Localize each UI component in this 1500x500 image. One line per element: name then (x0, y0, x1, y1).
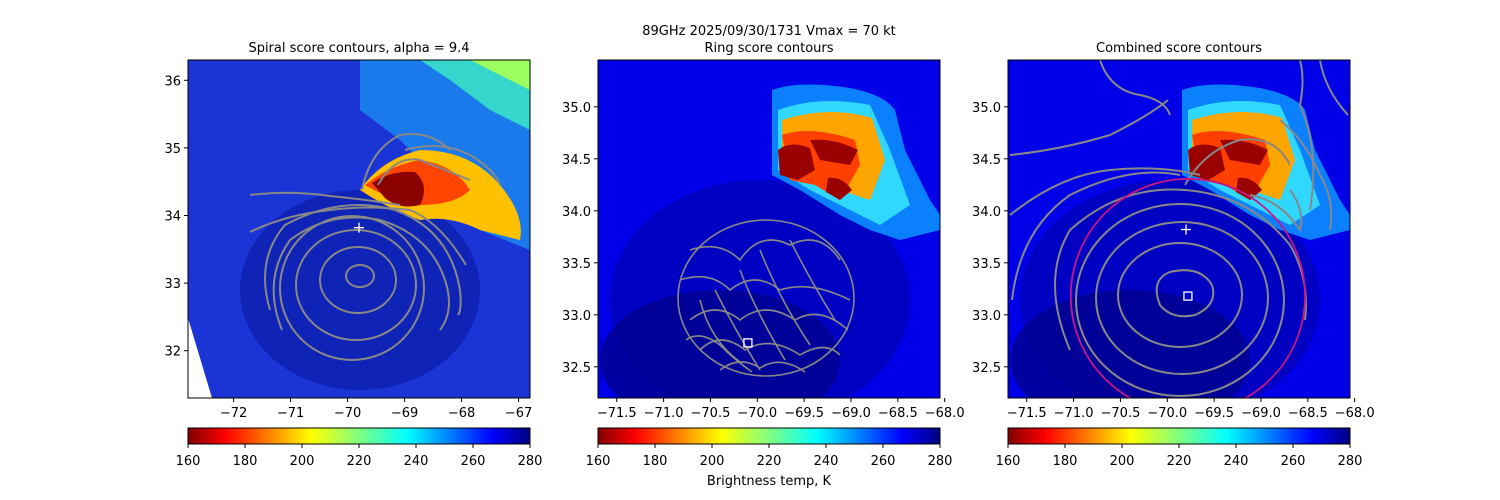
colorbar-tick-label: 240 (814, 454, 839, 469)
x-tick-label: −69.0 (831, 406, 871, 421)
x-tick-label: −71.5 (1007, 406, 1047, 421)
panel-combined-title: Combined score contours (1096, 41, 1262, 56)
x-tick-label: −71.0 (1054, 406, 1094, 421)
y-tick-label: 32.5 (562, 361, 591, 376)
x-tick-label: −68.0 (925, 406, 965, 421)
x-tick-label: −71.5 (597, 406, 637, 421)
colorbar-tick-label: 220 (347, 454, 372, 469)
x-tick-label: −69.5 (784, 406, 824, 421)
x-tick-label: −69 (391, 406, 418, 421)
y-tick-label: 33.5 (562, 257, 591, 272)
panel-combined-ring (1069, 178, 1306, 398)
panel-combined-plus-marker (1181, 224, 1192, 235)
colorbar-tick-label: 160 (586, 454, 611, 469)
figure-suptitle: 89GHz 2025/09/30/1731 Vmax = 70 kt (642, 24, 896, 39)
colorbar-tick-label: 220 (1167, 454, 1192, 469)
colorbar-tick-label: 260 (461, 454, 486, 469)
panel-ring-axes (597, 59, 941, 399)
colorbar-tick-label: 200 (290, 454, 315, 469)
colorbar-label: Brightness temp, K (707, 474, 832, 489)
colorbar-tick-label: 280 (1338, 454, 1363, 469)
y-tick-label: 33.5 (972, 257, 1001, 272)
panel-spiral-ticks: −72 −71 −70 −69 −68 −67 32 33 34 35 36 (164, 74, 532, 421)
y-tick-label: 32.5 (972, 361, 1001, 376)
colorbar-tick-label: 260 (871, 454, 896, 469)
panel-spiral-axes (187, 59, 531, 399)
x-tick-label: −68.5 (878, 406, 918, 421)
y-tick-label: 32 (164, 345, 181, 360)
y-tick-label: 34.0 (972, 205, 1001, 220)
colorbar-tick-label: 240 (1224, 454, 1249, 469)
panel-spiral-title: Spiral score contours, alpha = 9.4 (248, 41, 469, 56)
y-tick-label: 33.0 (562, 309, 591, 324)
panel-ring: Ring score contours (562, 41, 965, 421)
x-tick-label: −68 (448, 406, 475, 421)
colorbar-2: 160 180 200 220 240 260 280 (586, 427, 953, 469)
y-tick-label: 33 (164, 277, 181, 292)
colorbar-tick-label: 280 (928, 454, 953, 469)
x-tick-label: −69.5 (1194, 406, 1234, 421)
colorbar-tick-label: 240 (404, 454, 429, 469)
panel-combined-square-marker (1183, 291, 1193, 301)
colorbar-tick-label: 280 (518, 454, 543, 469)
colorbar-tick-label: 180 (643, 454, 668, 469)
x-tick-label: −71 (277, 406, 304, 421)
x-tick-label: −67 (505, 406, 532, 421)
y-tick-label: 35 (164, 142, 181, 157)
x-tick-label: −68.0 (1335, 406, 1375, 421)
colorbar-tick-label: 180 (233, 454, 258, 469)
panel-combined-ticks: −71.5 −71.0 −70.5 −70.0 −69.5 −69.0 −68.5 −68.0… (972, 101, 1375, 421)
x-tick-label: −70.5 (1101, 406, 1141, 421)
y-tick-label: 35.0 (562, 101, 591, 116)
panel-ring-square-marker (743, 338, 753, 348)
panel-ring-title: Ring score contours (704, 41, 833, 56)
y-tick-label: 34.5 (562, 153, 591, 168)
x-tick-label: −70.0 (1147, 406, 1187, 421)
y-tick-label: 34 (164, 209, 181, 224)
x-tick-label: −70.5 (691, 406, 731, 421)
x-tick-label: −71.0 (644, 406, 684, 421)
colorbar-tick-label: 200 (1110, 454, 1135, 469)
panel-spiral: Spiral score contours, alpha = 9.4 (164, 41, 532, 421)
colorbar-tick-label: 180 (1053, 454, 1078, 469)
x-tick-label: −68.5 (1288, 406, 1328, 421)
colorbar-1: 160 180 200 220 240 260 280 (176, 427, 543, 469)
y-tick-label: 33.0 (972, 309, 1001, 324)
colorbar-tick-label: 260 (1281, 454, 1306, 469)
x-tick-label: −70.0 (737, 406, 777, 421)
x-tick-label: −69.0 (1241, 406, 1281, 421)
panel-spiral-plus-marker (354, 222, 364, 233)
y-tick-label: 34.5 (972, 153, 1001, 168)
y-tick-label: 36 (164, 74, 181, 89)
y-tick-label: 35.0 (972, 101, 1001, 116)
colorbar-tick-label: 200 (700, 454, 725, 469)
panel-ring-ticks: −71.5 −71.0 −70.5 −70.0 −69.5 −69.0 −68.5 −68.0… (562, 101, 965, 421)
colorbar-tick-label: 220 (757, 454, 782, 469)
colorbar-tick-label: 160 (996, 454, 1021, 469)
panel-combined: Combined score contours (972, 41, 1375, 421)
panel-combined-axes (1007, 59, 1351, 399)
x-tick-label: −72 (220, 406, 247, 421)
colorbar-3: 160 180 200 220 240 260 280 (996, 427, 1363, 469)
colorbar-tick-label: 160 (176, 454, 201, 469)
x-tick-label: −70 (334, 406, 361, 421)
y-tick-label: 34.0 (562, 205, 591, 220)
